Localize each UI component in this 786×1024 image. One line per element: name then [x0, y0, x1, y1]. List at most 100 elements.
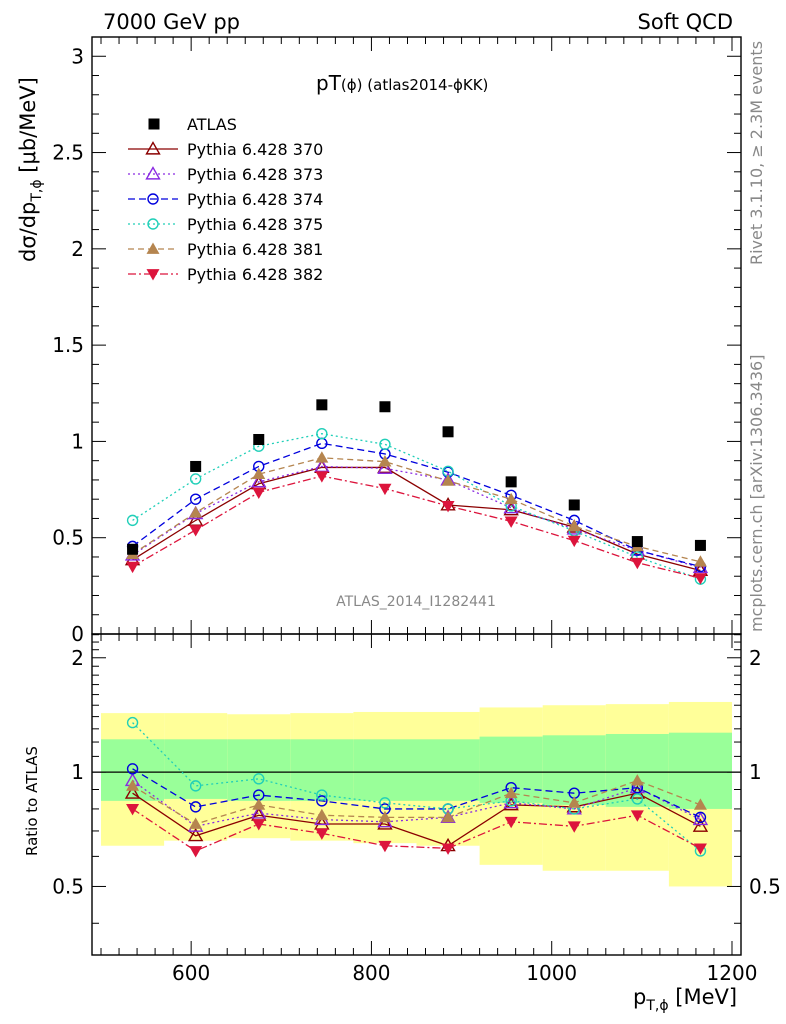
legend: ATLAS Pythia 6.428 370 Pythia 6.428 373 Pyt… [128, 115, 323, 284]
ratio-line-5 [132, 808, 701, 852]
legend-label-atlas: ATLAS [187, 115, 237, 134]
ratio-point-5 [630, 810, 644, 822]
atlas-data-point [568, 499, 580, 511]
series-point-5 [630, 557, 644, 570]
ratio-point-5 [126, 804, 140, 816]
legend-marker-2 [147, 193, 159, 205]
legend-label-5: Pythia 6.428 382 [187, 265, 323, 284]
ratio-point-5 [504, 816, 518, 829]
ratio-point-4 [315, 808, 329, 821]
ratio-line-3 [132, 722, 701, 852]
main-y-tick-label: 0.5 [52, 526, 84, 550]
ratio-point-2 [316, 795, 328, 807]
series-point-5 [693, 573, 707, 585]
ratio-point-1 [251, 805, 267, 819]
ratio-point-3 [253, 773, 265, 785]
series-line-1 [132, 465, 701, 569]
watermark: ATLAS_2014_I1282441 [336, 594, 496, 610]
main-y-tick-label: 3 [71, 44, 84, 68]
series-point-4 [504, 492, 518, 505]
legend-marker-4 [146, 242, 160, 254]
mcplots-label: mcplots.cern.ch [arXiv:1306.3436] [747, 355, 766, 632]
ratio-point-4 [378, 810, 392, 823]
atlas-data-point [442, 426, 454, 438]
ratio-point-3 [126, 716, 139, 729]
ratio-series [124, 716, 709, 858]
plot-title: pT(ϕ) (atlas2014-ϕKK) [316, 71, 488, 95]
legend-marker-3 [147, 218, 159, 230]
main-series [124, 399, 709, 585]
legend-marker-5 [146, 269, 160, 281]
inner-band-bin [290, 739, 354, 801]
x-tick-label: 800 [352, 961, 390, 985]
series-point-5 [315, 471, 329, 483]
atlas-data-point [127, 543, 139, 555]
atlas-data-point [694, 539, 706, 551]
series-point-3 [316, 428, 328, 440]
ratio-point-5 [189, 846, 203, 858]
legend-marker-0 [145, 141, 161, 155]
x-tick-label: 1200 [707, 961, 758, 985]
series-point-5 [504, 516, 518, 528]
series-point-4 [441, 474, 455, 486]
ratio-y-tick-label-left: 1 [71, 760, 84, 784]
series-point-5 [441, 501, 455, 513]
ratio-point-0 [187, 827, 204, 842]
main-y-tick-label: 2.5 [52, 141, 84, 165]
process-label: Soft QCD [638, 10, 733, 34]
atlas-data-point [190, 460, 202, 472]
ratio-frame [91, 633, 742, 956]
ratio-point-1 [692, 811, 709, 826]
ratio-point-3 [316, 789, 328, 801]
series-point-4 [378, 455, 392, 467]
ratio-point-4 [126, 779, 140, 791]
rivet-label: Rivet 3.1.10, ≥ 2.3M events [747, 41, 766, 265]
atlas-data-point [631, 536, 643, 548]
legend-marker-atlas [148, 118, 160, 130]
x-tick-label: 1000 [526, 961, 577, 985]
ratio-point-4 [441, 810, 455, 823]
ratio-line-0 [132, 792, 701, 847]
inner-band-bin [164, 739, 228, 799]
atlas-data-point [379, 401, 391, 413]
series-point-5 [567, 535, 581, 548]
ratio-point-2 [189, 801, 202, 813]
series-point-4 [189, 506, 203, 518]
x-axis-label: pT,ϕ [MeV] [633, 985, 737, 1014]
series-point-2 [189, 493, 202, 505]
energy-label: 7000 GeV pp [103, 10, 240, 34]
series-point-3 [189, 473, 202, 485]
ratio-point-3 [189, 780, 202, 792]
atlas-data-point [316, 399, 328, 411]
main-y-label: dσ/dpT,ϕ [μb/MeV] [16, 77, 45, 262]
series-point-3 [379, 438, 391, 451]
ratio-point-5 [441, 843, 455, 855]
plot-title-rest: (atlas2014-ϕKK) [363, 76, 489, 94]
series-point-4 [567, 519, 581, 532]
legend-label-0: Pythia 6.428 370 [187, 140, 323, 159]
ratio-point-3 [379, 797, 391, 809]
series-point-5 [378, 483, 392, 496]
ratio-point-4 [252, 798, 266, 810]
series-point-5 [126, 561, 140, 574]
inner-band-bin [227, 739, 291, 801]
series-line-0 [132, 466, 701, 572]
inner-band-bin [353, 739, 417, 801]
series-point-4 [315, 451, 329, 463]
inner-band-bin [416, 739, 480, 801]
legend-label-3: Pythia 6.428 375 [187, 215, 323, 234]
ratio-point-5 [252, 819, 266, 831]
ratio-point-5 [378, 840, 392, 853]
inner-band-bin [668, 732, 732, 809]
ratio-line-4 [132, 779, 701, 825]
legend-marker-1 [145, 166, 161, 180]
ratio-point-4 [693, 798, 707, 810]
series-point-1 [503, 499, 519, 514]
ratio-y-tick-label-left: 0.5 [52, 874, 84, 898]
ratio-point-4 [567, 796, 581, 808]
series-line-5 [132, 475, 701, 579]
ratio-axes: 0.5 0.5 1 1 2 2 600 800 1000 1200 [52, 633, 781, 985]
atlas-data-point [253, 433, 265, 445]
series-line-3 [132, 433, 701, 580]
